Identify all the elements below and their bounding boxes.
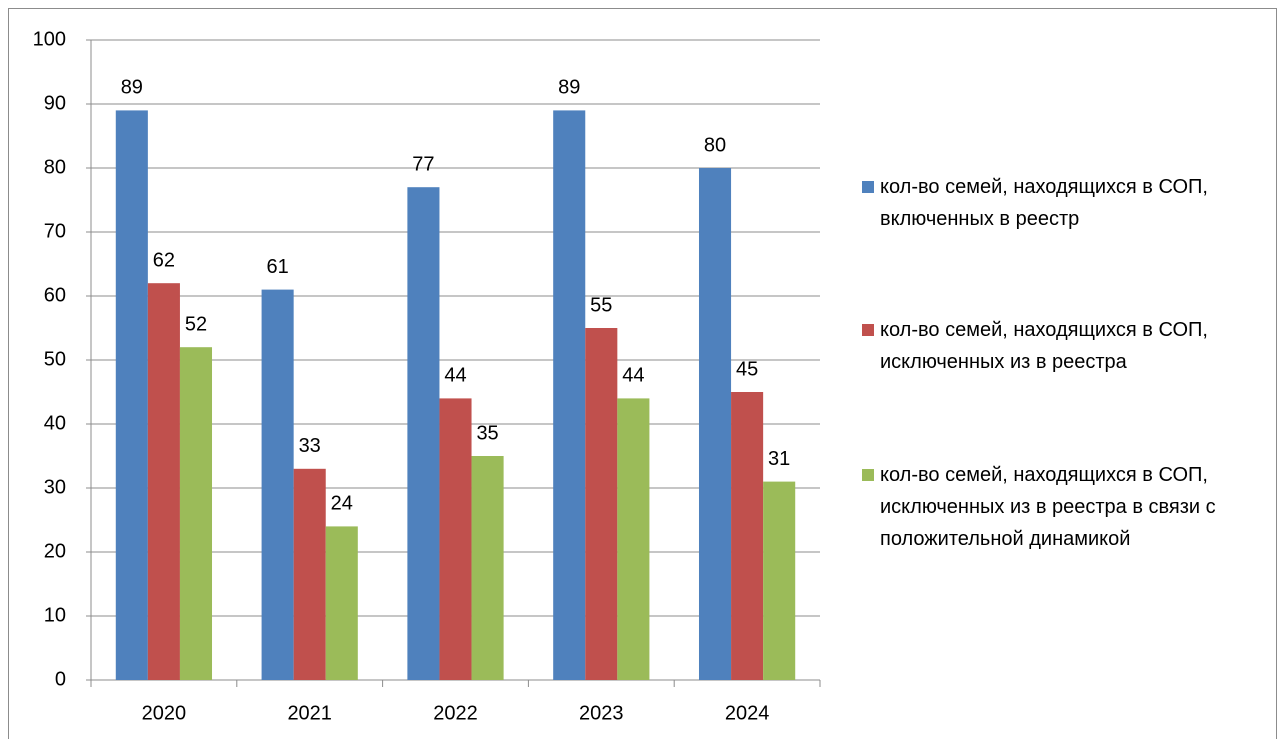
legend-item: кол-во семей, находящихся в СОП, включен…	[862, 171, 1262, 235]
legend-label: кол-во семей, находящихся в СОП, исключе…	[880, 319, 1208, 373]
data-label: 44	[622, 365, 644, 387]
y-tick-label: 70	[44, 220, 66, 242]
legend-item: кол-во семей, находящихся в СОП, исключе…	[862, 314, 1262, 378]
bar	[179, 347, 213, 680]
y-tick-label: 10	[44, 604, 66, 626]
y-tick-label: 0	[55, 668, 66, 690]
data-label: 31	[768, 448, 790, 470]
x-tick-label: 2020	[142, 702, 187, 724]
data-label: 61	[266, 256, 288, 278]
data-label: 33	[299, 435, 321, 457]
data-label: 55	[590, 294, 612, 316]
bar	[439, 398, 472, 680]
bar	[407, 187, 440, 680]
bar	[553, 110, 586, 680]
y-tick-label: 80	[44, 156, 66, 178]
data-label: 52	[185, 313, 207, 335]
bar	[325, 526, 358, 680]
data-label: 35	[476, 422, 498, 444]
bar	[147, 283, 180, 680]
bar	[698, 168, 732, 680]
y-tick-label: 30	[44, 476, 66, 498]
data-label: 89	[558, 77, 580, 99]
bar	[763, 481, 796, 680]
legend-swatch	[862, 324, 874, 336]
x-tick-label: 2022	[433, 702, 478, 724]
x-tick-label: 2023	[579, 702, 624, 724]
y-tick-label: 60	[44, 284, 66, 306]
data-label: 80	[704, 134, 726, 156]
data-label: 24	[331, 493, 353, 515]
y-tick-label: 100	[33, 28, 66, 50]
legend-label: кол-во семей, находящихся в СОП, исключе…	[880, 464, 1216, 550]
bar	[293, 468, 326, 680]
data-label: 77	[412, 153, 434, 175]
bar	[471, 456, 504, 680]
bar	[617, 398, 650, 680]
bar	[261, 289, 294, 680]
data-label: 45	[736, 358, 758, 380]
legend-label: кол-во семей, находящихся в СОП, включен…	[880, 176, 1208, 230]
bar	[115, 110, 148, 680]
y-tick-label: 50	[44, 348, 66, 370]
y-tick-label: 40	[44, 412, 66, 434]
bar	[731, 392, 764, 680]
bar	[585, 328, 618, 680]
x-tick-label: 2024	[725, 702, 770, 724]
data-label: 44	[444, 365, 466, 387]
x-tick-label: 2021	[287, 702, 332, 724]
legend-item: кол-во семей, находящихся в СОП, исключе…	[862, 459, 1262, 555]
data-label: 62	[153, 249, 175, 271]
legend-swatch	[862, 181, 874, 193]
legend-swatch	[862, 469, 874, 481]
data-label: 89	[121, 77, 143, 99]
y-tick-label: 90	[44, 92, 66, 114]
y-tick-label: 20	[44, 540, 66, 562]
